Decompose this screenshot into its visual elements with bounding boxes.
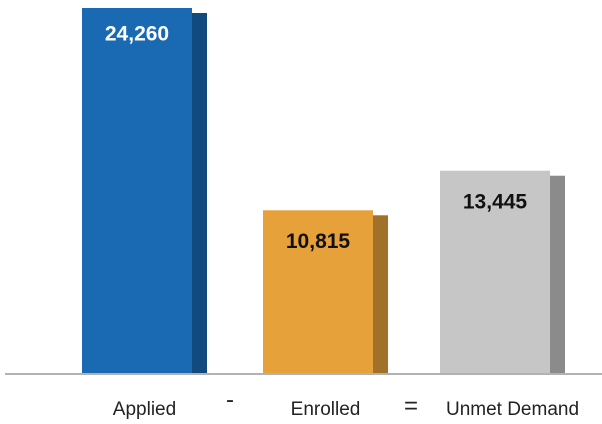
value-label: 24,260 bbox=[105, 23, 169, 46]
x-tick-label: Enrolled bbox=[291, 399, 361, 420]
bar bbox=[82, 8, 192, 373]
operator: - bbox=[226, 386, 234, 413]
bar bbox=[263, 210, 373, 373]
value-label: 13,445 bbox=[463, 190, 528, 213]
x-tick-label: Applied bbox=[113, 399, 176, 420]
bar bbox=[440, 170, 550, 373]
x-tick-label: Unmet Demand bbox=[446, 399, 579, 420]
bar-side bbox=[373, 215, 388, 373]
operator: = bbox=[404, 392, 418, 419]
bar-side bbox=[192, 13, 207, 373]
value-label: 10,815 bbox=[286, 230, 351, 253]
bar-side bbox=[550, 175, 565, 373]
